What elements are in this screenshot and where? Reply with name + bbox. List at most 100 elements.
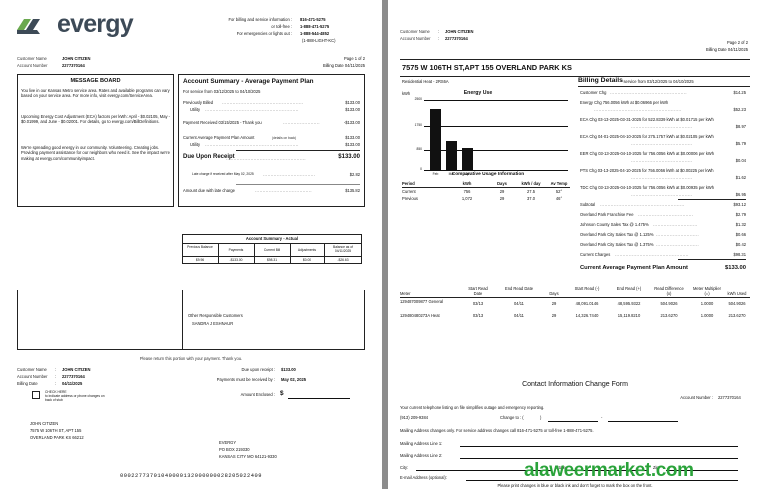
mailing-line2-label: Mailing Address Line 2: [400, 453, 443, 458]
email-input[interactable] [466, 480, 738, 481]
meter-days: 29 [551, 301, 557, 306]
comparative-period: Previous [402, 196, 418, 201]
dot-leader: ............................. [653, 222, 698, 227]
summary-row-label: Payment Received 03/15/2025 - Thank you [183, 120, 262, 125]
plan-amount-label: Current Average Payment Plan Amount [580, 265, 688, 271]
actual-header: Payments [228, 248, 244, 252]
energy-use-chart: 2500 1750 850 0 Feb Mar Apr [408, 97, 568, 180]
dot-leader: ........................................ [631, 141, 693, 146]
mailing-note: Mailing Address changes only. For servic… [400, 428, 594, 433]
remit-from-line: 7575 W 106TH ST, APT 155 [30, 428, 82, 433]
dot-leader: ........................................ [631, 175, 693, 180]
dot-leader: ........................................… [610, 90, 687, 95]
city-input[interactable] [416, 470, 551, 471]
due-upon-receipt-value: $133.00 [338, 154, 360, 160]
dot-leader: ..................................... [255, 188, 312, 193]
actual-header: Adjustments [297, 248, 317, 252]
tax-value: $0.42 [735, 242, 746, 247]
emergency-phone: 1-888-544-4852 [300, 31, 330, 36]
comparative-period: Current [402, 189, 416, 194]
actual-value: $0.00 [302, 258, 312, 262]
charge-label: Customer Chg [580, 90, 607, 95]
meter-header: End Read Date [505, 286, 533, 291]
form-footer-note: Please print changes in blue or black in… [497, 483, 653, 488]
stub-billing-label: Billing Date [17, 381, 38, 386]
state-input[interactable] [573, 470, 648, 471]
actual-header: Previous Balance [187, 245, 213, 249]
remit-to-line: PO BOX 219330 [219, 447, 250, 452]
chart-bar [430, 109, 441, 170]
tax-label: Overland Park Franchise Fee [580, 212, 634, 217]
page-indicator: Page 1 of 2 [344, 56, 365, 61]
dot-leader: ............................ [656, 242, 700, 247]
summary-row-value: $133.00 [345, 142, 360, 147]
account-summary-title: Account Summary - Average Payment Plan [183, 78, 314, 85]
due-upon-receipt-label: Due Upon Receipt [183, 154, 235, 160]
amount-due-late-label: Amount due with late charge [183, 188, 235, 193]
meter-start-date: 03/13 [472, 301, 484, 306]
check-here-title: CHECK HERE [45, 390, 67, 394]
contact-form-title: Contact Information Change Form [522, 381, 628, 388]
phone-input-suffix[interactable] [608, 421, 678, 422]
charge-label: TDC Chg 03-13-2025-04-10-2025 for 756.00… [580, 185, 715, 190]
late-charge-value: $2.82 [349, 172, 360, 177]
remit-to-line: EVERGY [219, 440, 237, 445]
remit-from-line: OVERLAND PARK KS 66212 [30, 435, 84, 440]
comparative-days: 29 [499, 196, 505, 201]
actual-value: $98.31 [266, 258, 278, 262]
meter-header: Start Read (-) [574, 286, 600, 291]
meter-id: 129480480273A Heat [400, 313, 440, 318]
amount-enclosed-input[interactable] [288, 398, 350, 399]
billing-details-title: Billing Details [578, 77, 623, 84]
p2-account-value: 2277370164 [445, 36, 468, 41]
watermark: alaweermarket.com [524, 460, 694, 481]
remit-to-line: KANSAS CITY MO 64121-9330 [219, 454, 277, 459]
tax-value: $0.66 [735, 232, 746, 237]
bill-page-1: evergy For billing and service informati… [0, 0, 382, 489]
emergency-phone-alpha: (1-888-LIGHT-KC) [302, 38, 336, 43]
charge-label: ECA Chg 03-13-2025-03-31-2025 for 522.83… [580, 117, 714, 122]
comparative-kwh: 1,072 [461, 196, 473, 201]
meter-end-date: 04/11 [514, 313, 524, 318]
meter-start-read: 14,326.7440 [575, 313, 599, 318]
form-account-label: Account Number : [680, 395, 713, 400]
billing-info-label: For billing and service information : [228, 17, 292, 22]
mailing-line1-input[interactable] [460, 446, 738, 447]
meter-header: End Read (+) [616, 286, 642, 291]
tax-value: $1.32 [735, 222, 746, 227]
meter-header: kWh Used [727, 291, 747, 296]
tollfree-label: or toll-free : [271, 24, 292, 29]
mailing-line2-input[interactable] [460, 458, 738, 459]
charge-value: $8.97 [735, 124, 746, 129]
stub-account-value: 2277370164 [62, 374, 85, 379]
phone-input-prefix[interactable] [548, 421, 598, 422]
charge-label: EER Chg 03-13-2025-04-10-2025 for 756.00… [580, 151, 715, 156]
message-board-paragraph-3: We're spreading good energy in our commu… [21, 145, 170, 161]
amount-enclosed-label: Amount Enclosed : [240, 392, 275, 397]
stub-upper-region [17, 290, 365, 350]
tax-label: Johnson County Sales Tax @ 1.475% [580, 222, 649, 227]
charge-value: $5.79 [735, 141, 746, 146]
return-portion-note: Please return this portion with your pay… [139, 356, 243, 361]
dot-leader: ........................................… [600, 202, 685, 207]
service-address: 7575 W 106TH ST,APT 155 OVERLAND PARK KS [402, 63, 572, 72]
chart-xtick: Apr [464, 172, 471, 176]
comparative-header: kWh [462, 181, 472, 186]
bill-page-2: Customer Name : JOHN CITIZEN Account Num… [388, 0, 762, 489]
p2-page-indicator: Page 2 of 2 [727, 40, 748, 45]
account-summary-panel [178, 74, 365, 207]
stub-account-label: Account Number [17, 374, 48, 379]
meter-end-date: 04/11 [514, 301, 524, 306]
current-charges-label: Current Charges [580, 252, 611, 257]
summary-row-label: Utility [190, 107, 201, 112]
phone-note: Your current telephone listing on file s… [400, 405, 545, 410]
zip-input[interactable] [666, 470, 738, 471]
dot-leader: ........................................… [222, 100, 304, 105]
chart-ytick: 850 [416, 147, 422, 151]
meter-multiplier: 1.0000 [700, 301, 714, 306]
summary-row-label: Previously Billed [183, 100, 214, 105]
address-change-checkbox[interactable] [32, 391, 40, 399]
message-board-paragraph-2: Upcoming Energy Cost Adjustment (ECA) fa… [21, 114, 171, 125]
summary-row-note: (details on back) [272, 136, 297, 140]
p2-customer-value: JOHN CITIZEN [445, 29, 474, 34]
